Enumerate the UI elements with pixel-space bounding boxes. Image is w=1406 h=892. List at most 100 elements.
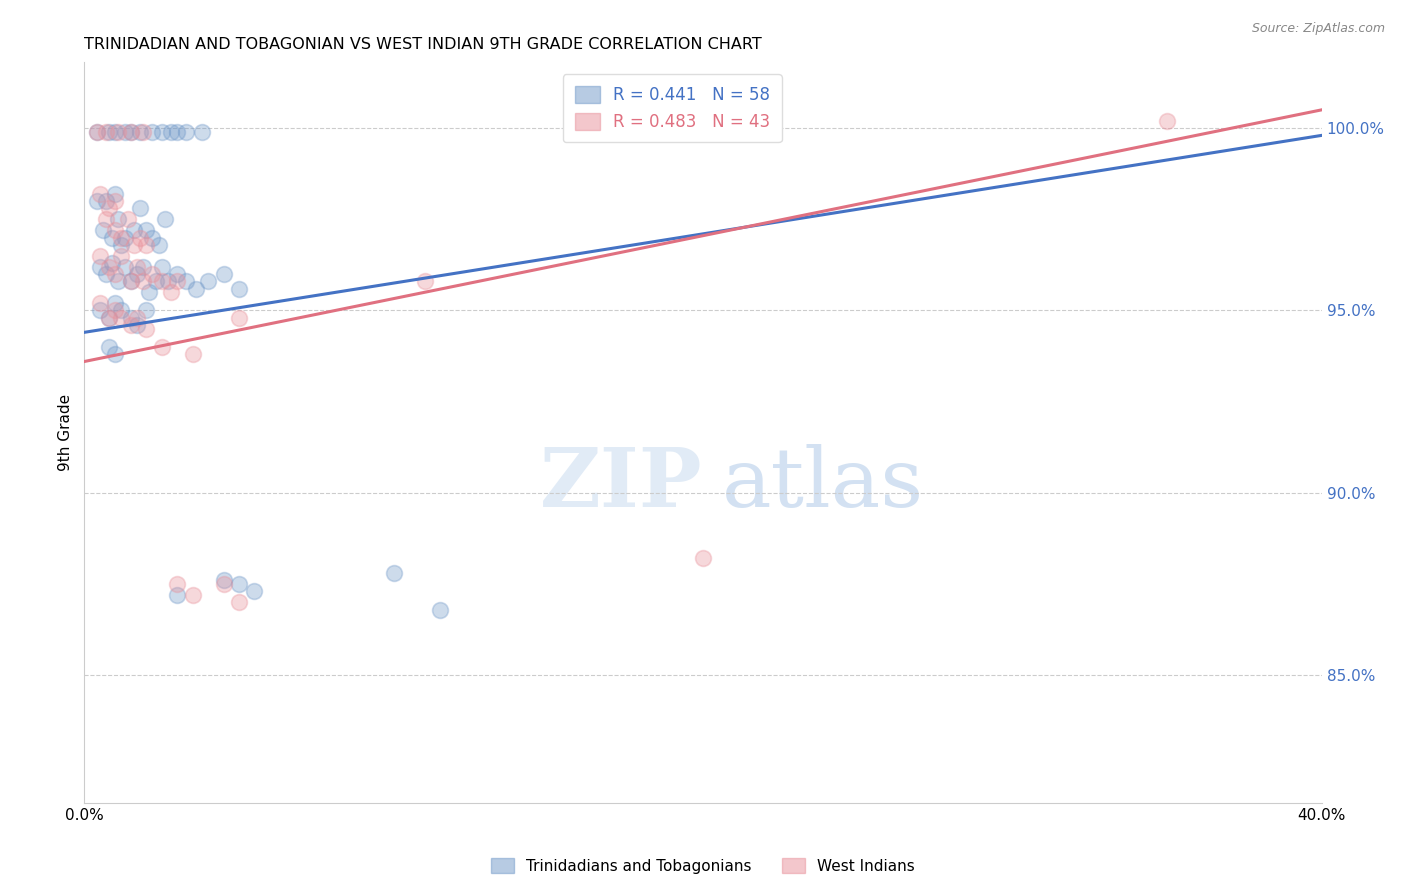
Point xyxy=(132,274,155,288)
Point xyxy=(120,274,142,288)
Point xyxy=(166,274,188,288)
Point xyxy=(117,212,139,227)
Point xyxy=(98,260,121,274)
Point xyxy=(132,260,155,274)
Point xyxy=(129,125,152,139)
Point xyxy=(150,274,173,288)
Legend: Trinidadians and Tobagonians, West Indians: Trinidadians and Tobagonians, West India… xyxy=(485,852,921,880)
Point xyxy=(153,212,176,227)
Point xyxy=(212,577,235,591)
Point xyxy=(114,125,136,139)
Text: ZIP: ZIP xyxy=(540,444,703,524)
Point xyxy=(141,267,163,281)
Point xyxy=(98,310,121,325)
Point xyxy=(120,125,142,139)
Point xyxy=(228,310,250,325)
Point xyxy=(692,551,714,566)
Point xyxy=(89,303,111,318)
Point xyxy=(135,237,157,252)
Point xyxy=(86,194,108,208)
Point xyxy=(1156,113,1178,128)
Point xyxy=(125,318,148,332)
Point xyxy=(104,303,127,318)
Point xyxy=(101,256,124,270)
Point xyxy=(132,125,155,139)
Point xyxy=(150,340,173,354)
Point xyxy=(104,223,127,237)
Point xyxy=(145,274,167,288)
Point xyxy=(120,274,142,288)
Point xyxy=(114,230,136,244)
Point xyxy=(110,303,132,318)
Point xyxy=(101,230,124,244)
Point xyxy=(150,260,173,274)
Point xyxy=(181,347,204,361)
Y-axis label: 9th Grade: 9th Grade xyxy=(58,394,73,471)
Point xyxy=(125,260,148,274)
Point xyxy=(197,274,219,288)
Point xyxy=(129,202,152,216)
Point xyxy=(89,296,111,310)
Point xyxy=(104,296,127,310)
Point xyxy=(150,125,173,139)
Point xyxy=(184,281,207,295)
Point xyxy=(107,212,129,227)
Point xyxy=(120,125,142,139)
Point xyxy=(135,223,157,237)
Point xyxy=(114,260,136,274)
Point xyxy=(94,194,117,208)
Point xyxy=(125,310,148,325)
Point xyxy=(228,577,250,591)
Point xyxy=(98,340,121,354)
Point xyxy=(89,186,111,201)
Point xyxy=(94,267,117,281)
Point xyxy=(429,602,451,616)
Point xyxy=(120,318,142,332)
Point xyxy=(86,125,108,139)
Point xyxy=(122,223,145,237)
Point xyxy=(104,186,127,201)
Point xyxy=(191,125,214,139)
Point xyxy=(104,194,127,208)
Point xyxy=(110,237,132,252)
Legend: R = 0.441   N = 58, R = 0.483   N = 43: R = 0.441 N = 58, R = 0.483 N = 43 xyxy=(562,74,782,143)
Point xyxy=(89,249,111,263)
Point xyxy=(382,566,405,580)
Point xyxy=(89,260,111,274)
Point xyxy=(104,267,127,281)
Point xyxy=(156,274,179,288)
Point xyxy=(104,347,127,361)
Point xyxy=(122,237,145,252)
Point xyxy=(176,125,198,139)
Point xyxy=(212,267,235,281)
Point xyxy=(141,230,163,244)
Point xyxy=(120,310,142,325)
Point xyxy=(148,237,170,252)
Text: TRINIDADIAN AND TOBAGONIAN VS WEST INDIAN 9TH GRADE CORRELATION CHART: TRINIDADIAN AND TOBAGONIAN VS WEST INDIA… xyxy=(84,37,762,52)
Point xyxy=(160,285,183,300)
Point xyxy=(94,125,117,139)
Point xyxy=(107,125,129,139)
Point xyxy=(135,303,157,318)
Point xyxy=(413,274,436,288)
Point xyxy=(86,125,108,139)
Text: atlas: atlas xyxy=(721,444,924,524)
Point xyxy=(110,249,132,263)
Point xyxy=(166,588,188,602)
Point xyxy=(138,285,160,300)
Point xyxy=(91,223,114,237)
Point xyxy=(110,310,132,325)
Point xyxy=(94,212,117,227)
Text: Source: ZipAtlas.com: Source: ZipAtlas.com xyxy=(1251,22,1385,36)
Point xyxy=(228,281,250,295)
Point xyxy=(129,230,152,244)
Point xyxy=(98,202,121,216)
Point xyxy=(110,230,132,244)
Point xyxy=(166,125,188,139)
Point xyxy=(125,267,148,281)
Point xyxy=(212,574,235,588)
Point xyxy=(166,267,188,281)
Point xyxy=(98,125,121,139)
Point xyxy=(176,274,198,288)
Point xyxy=(107,274,129,288)
